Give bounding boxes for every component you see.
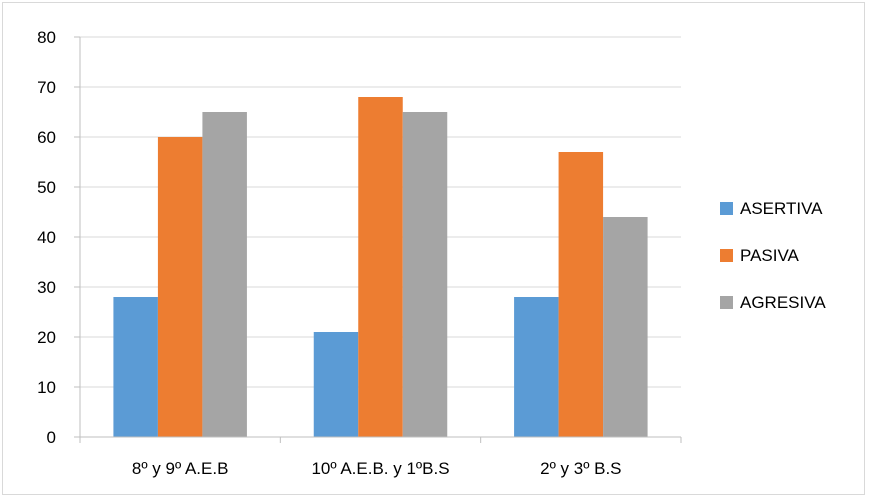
bar-pasiva-1 [358,97,403,437]
legend-label-asertiva: ASERTIVA [740,199,823,218]
y-tick-label: 60 [37,128,56,147]
y-axis-tick-labels: 0 10 20 30 40 50 60 70 80 [37,28,56,447]
y-tick-label: 20 [37,328,56,347]
y-tick-label: 40 [37,228,56,247]
legend-label-agresiva: AGRESIVA [740,293,826,312]
legend: ASERTIVA PASIVA AGRESIVA [720,199,826,312]
y-tick-label: 80 [37,28,56,47]
bars [113,97,647,437]
y-tick-label: 0 [47,428,56,447]
bar-agresiva-0 [202,112,247,437]
y-tick-label: 70 [37,78,56,97]
y-tick-label: 10 [37,378,56,397]
bar-pasiva-0 [158,137,203,437]
legend-swatch-asertiva [720,202,733,215]
x-axis-tick-labels: 8º y 9º A.E.B 10º A.E.B. y 1ºB.S 2º y 3º B… [132,459,622,478]
bar-asertiva-1 [314,332,359,437]
bar-pasiva-2 [559,152,604,437]
legend-swatch-agresiva [720,296,733,309]
x-tick-label: 10º A.E.B. y 1ºB.S [311,459,449,478]
y-tick-label: 30 [37,278,56,297]
bar-asertiva-2 [514,297,559,437]
bar-agresiva-2 [603,217,648,437]
legend-label-pasiva: PASIVA [740,246,800,265]
legend-swatch-pasiva [720,249,733,262]
x-tick-label: 2º y 3º B.S [540,459,621,478]
bar-asertiva-0 [113,297,157,437]
bar-agresiva-1 [403,112,448,437]
x-tick-label: 8º y 9º A.E.B [132,459,229,478]
y-tick-label: 50 [37,178,56,197]
